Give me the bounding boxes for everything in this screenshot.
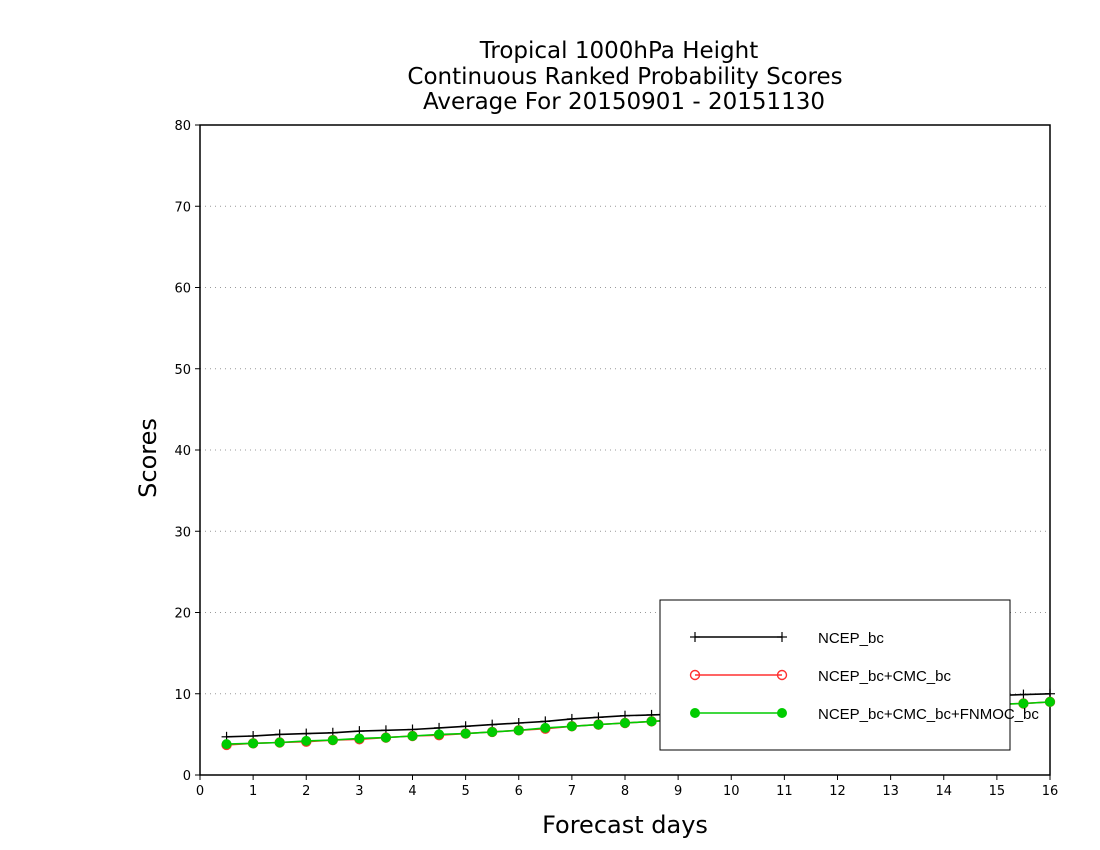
data-point-2-16: [646, 716, 657, 727]
legend-label-0: NCEP_bc: [818, 630, 884, 647]
data-point-2-0: [221, 739, 232, 750]
data-point-2-7: [407, 731, 418, 741]
x-tick-label-9: 9: [674, 784, 682, 799]
legend-label-2: NCEP_bc+CMC_bc+FNMOC_bc: [818, 706, 1039, 723]
x-tick-label-2: 2: [302, 784, 310, 799]
data-point-2-3: [301, 735, 312, 746]
data-point-2-8: [434, 729, 445, 740]
y-tick-label-60: 60: [174, 282, 191, 297]
x-tick-label-5: 5: [461, 784, 469, 799]
y-tick-label-10: 10: [174, 688, 191, 703]
data-point-2-5: [354, 733, 365, 744]
x-tick-label-3: 3: [355, 784, 363, 799]
data-point-0-30: [1018, 689, 1029, 700]
data-point-2-14: [593, 719, 604, 730]
y-axis-label: Scores: [134, 418, 162, 498]
x-tick-label-12: 12: [829, 784, 846, 799]
x-tick-label-15: 15: [989, 784, 1006, 799]
y-tick-label-20: 20: [174, 607, 191, 622]
data-point-2-2: [274, 737, 285, 748]
x-axis-label: Forecast days: [542, 811, 708, 839]
x-tick-label-7: 7: [568, 784, 576, 799]
x-tick-label-8: 8: [621, 784, 629, 799]
chart-title: Tropical 1000hPa Height Continuous Ranke…: [407, 38, 842, 115]
data-point-2-30: [1018, 698, 1029, 709]
x-tick-label-11: 11: [776, 784, 793, 799]
data-point-2-13: [566, 721, 577, 732]
x-tick-label-16: 16: [1042, 784, 1059, 799]
y-tick-label-40: 40: [174, 444, 191, 459]
x-tick-label-14: 14: [935, 784, 952, 799]
x-tick-label-0: 0: [196, 784, 204, 799]
legend-marker-right-0: [777, 632, 787, 642]
data-point-2-4: [327, 735, 338, 746]
x-tick-label-1: 1: [249, 784, 257, 799]
x-tick-label-6: 6: [515, 784, 523, 799]
title-line-3: Average For 20150901 - 20151130: [423, 89, 825, 115]
legend-label-1: NCEP_bc+CMC_bc: [818, 668, 951, 685]
legend-item-0: NCEP_bc: [690, 630, 884, 647]
y-tick-label-0: 0: [183, 769, 191, 784]
y-tick-label-70: 70: [174, 200, 191, 215]
y-tick-label-80: 80: [174, 119, 191, 134]
y-tick-label-30: 30: [174, 525, 191, 540]
data-point-2-10: [487, 726, 498, 737]
data-point-2-31: [1045, 696, 1055, 707]
y-tick-label-50: 50: [174, 363, 191, 378]
data-point-2-6: [380, 732, 391, 743]
data-point-2-1: [248, 738, 259, 749]
legend-item-1: NCEP_bc+CMC_bc: [689, 668, 951, 685]
data-point-2-11: [513, 725, 524, 736]
title-line-2: Continuous Ranked Probability Scores: [407, 64, 842, 90]
title-line-1: Tropical 1000hPa Height: [479, 38, 759, 64]
x-tick-label-4: 4: [408, 784, 416, 799]
data-point-2-15: [620, 718, 630, 728]
grid-lines: [200, 205, 1050, 695]
legend-marker-left-0: [690, 632, 700, 642]
legend-marker-left-1: [689, 669, 701, 681]
legend-marker-right-2: [777, 708, 787, 718]
data-point-2-9: [460, 728, 471, 739]
legend-marker-left-2: [690, 708, 700, 718]
legend: NCEP_bc NCEP_bc+CMC_bc NCEP_bc+CMC_bc+FNMO…: [659, 599, 1039, 751]
data-point-2-12: [540, 722, 551, 733]
x-tick-label-10: 10: [723, 784, 740, 799]
legend-marker-right-1: [776, 669, 788, 681]
legend-item-2: NCEP_bc+CMC_bc+FNMOC_bc: [690, 706, 1039, 723]
x-tick-label-13: 13: [882, 784, 899, 799]
